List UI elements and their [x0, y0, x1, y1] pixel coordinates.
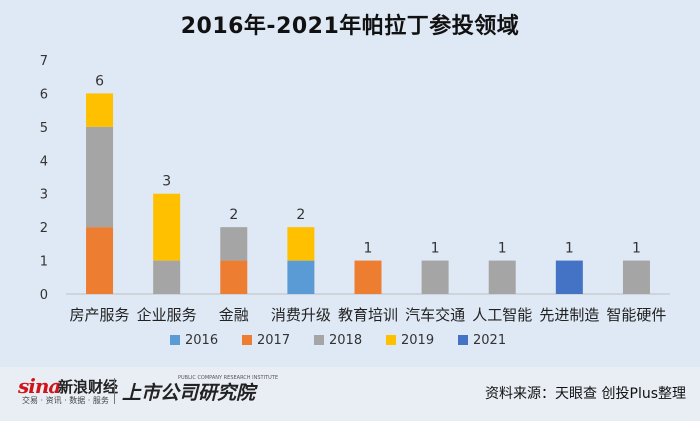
x-tick-label: 智能硬件	[606, 306, 666, 324]
x-tick-label: 企业服务	[137, 306, 197, 324]
sina-logo-name: 新浪财经	[58, 378, 119, 396]
institute-logo-english: PUBLIC COMPANY RESEARCH INSTITUTE	[178, 375, 278, 381]
bar-segment-2017	[354, 260, 382, 294]
legend-swatch-2016	[170, 335, 180, 345]
bar-segment-2018	[421, 260, 449, 294]
data-label-total: 1	[632, 241, 641, 257]
bar-segment-2018	[86, 126, 114, 228]
bar-segment-2018	[153, 260, 181, 294]
footer-divider	[114, 378, 115, 404]
x-tick-label: 消费升级	[271, 306, 331, 324]
legend-swatch-2018	[314, 335, 324, 345]
x-tick-label: 先进制造	[539, 306, 599, 324]
data-label-total: 1	[364, 241, 373, 257]
y-tick-label: 3	[40, 188, 48, 203]
y-tick-label: 2	[40, 221, 48, 236]
y-tick-label: 7	[40, 54, 48, 69]
x-tick-label: 汽车交通	[405, 306, 465, 324]
bar-segment-2019	[153, 193, 181, 261]
data-label-total: 1	[431, 241, 440, 257]
stacked-bar-chart: 0 1 2 3 4 5 6 7 6 房产服务 3 企业服务 2 金融 2 消费升级 1 教育培训 1 汽车交通 1 人工智…	[40, 54, 670, 348]
y-tick-label: 1	[40, 255, 48, 270]
data-label-total: 3	[162, 174, 171, 190]
chart-title: 2016年-2021年帕拉丁参投领域	[180, 14, 520, 39]
bar-segment-2019	[86, 93, 114, 127]
source-note: 资料来源：天眼查 创投Plus整理	[485, 386, 686, 402]
data-label-total: 2	[229, 207, 238, 223]
x-tick-label: 金融	[219, 306, 249, 324]
x-tick-label: 房产服务	[70, 306, 130, 324]
legend-swatch-2021	[458, 335, 468, 345]
bar-segment-2018	[488, 260, 516, 294]
data-label-total: 1	[498, 241, 507, 257]
bar-segment-2016	[287, 260, 315, 294]
x-tick-label: 教育培训	[338, 306, 398, 324]
y-tick-label: 6	[40, 87, 48, 102]
legend-label: 2019	[401, 333, 434, 348]
bar-segment-2017	[86, 227, 114, 294]
institute-logo: 上市公司研究院	[122, 382, 256, 404]
bar-segment-2018	[220, 227, 248, 261]
legend-label: 2017	[257, 333, 290, 348]
data-label-total: 1	[565, 241, 574, 257]
bar-segment-2019	[287, 227, 315, 261]
legend-label: 2018	[329, 333, 362, 348]
sina-finance-logo: sina 新浪财经 交易 · 资讯 · 数据 · 服务	[18, 374, 128, 408]
legend-label: 2021	[473, 333, 506, 348]
bar-segment-2018	[622, 260, 650, 294]
y-tick-label: 4	[40, 154, 48, 169]
sina-logo-tagline: 交易 · 资讯 · 数据 · 服务	[22, 396, 109, 405]
bar-segment-2021	[555, 260, 583, 294]
bar-segment-2017	[220, 260, 248, 294]
legend-swatch-2017	[242, 335, 252, 345]
y-tick-label: 0	[40, 288, 48, 303]
data-label-total: 6	[95, 73, 104, 89]
sina-logo-mark: sina	[18, 374, 61, 398]
footer	[0, 367, 700, 421]
legend-label: 2016	[185, 333, 218, 348]
data-label-total: 2	[296, 207, 305, 223]
y-tick-label: 5	[40, 121, 48, 136]
x-tick-label: 人工智能	[472, 306, 532, 324]
legend-swatch-2019	[386, 335, 396, 345]
